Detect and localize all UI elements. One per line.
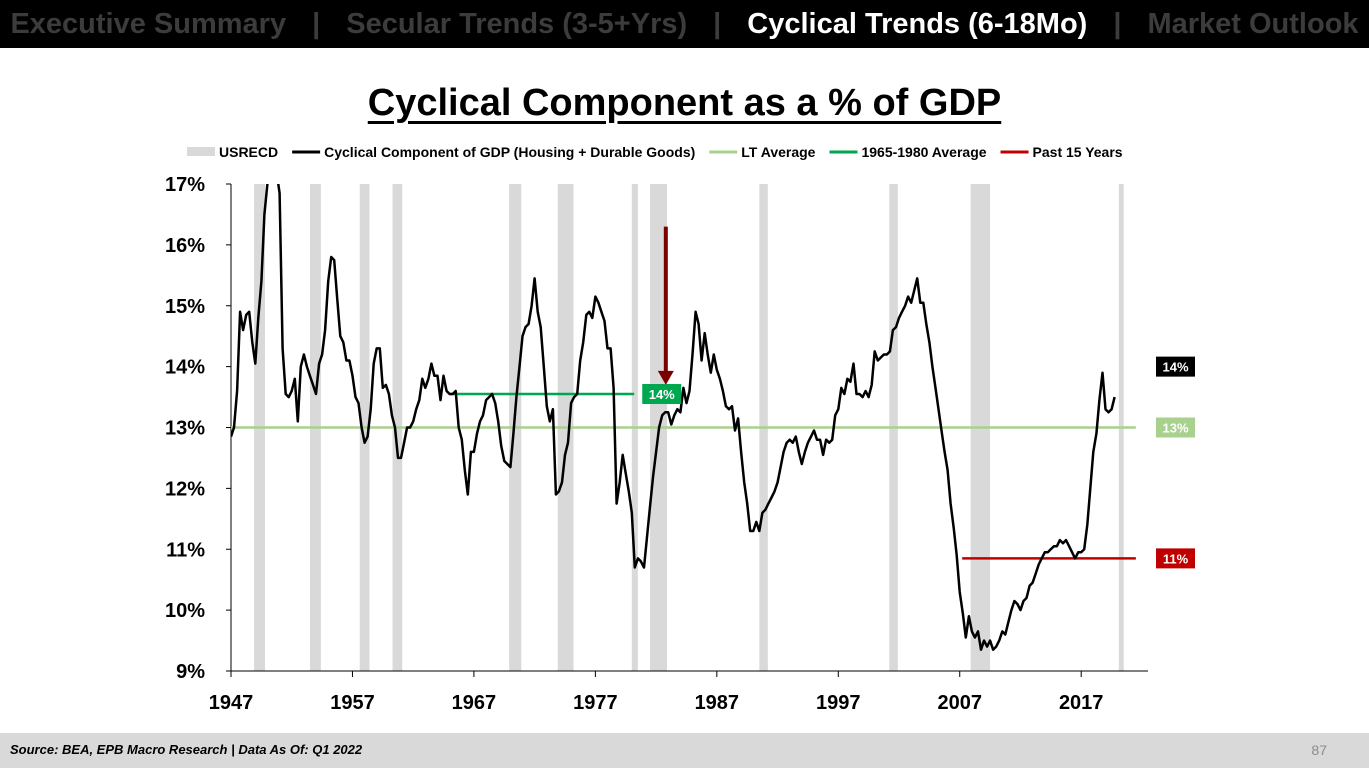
x-tick-label: 1997 — [816, 692, 861, 714]
y-tick-label: 15% — [165, 296, 205, 318]
x-tick-label: 1947 — [209, 692, 254, 714]
footer: Source: BEA, EPB Macro Research | Data A… — [0, 733, 1369, 768]
nav-tab-executive-summary[interactable]: Executive Summary — [10, 7, 287, 40]
nav-separator: | — [713, 7, 722, 40]
nav-separator: | — [312, 7, 321, 40]
nav-tab-secular-trends[interactable]: Secular Trends (3-5+Yrs) — [346, 7, 688, 40]
tag-1965-1980-average: 14% — [649, 387, 675, 402]
legend-label: Cyclical Component of GDP (Housing + Dur… — [324, 144, 695, 160]
y-tick-label: 14% — [165, 357, 205, 379]
tag-lt-average-bg — [1156, 417, 1195, 438]
footer-source: Source: BEA, EPB Macro Research | Data A… — [10, 742, 363, 757]
y-tick-label: 12% — [165, 478, 205, 500]
tag-last-value-bg — [1156, 356, 1195, 377]
tag-1965-1980-average-bg — [642, 384, 682, 405]
y-tick-label: 11% — [166, 539, 205, 561]
x-tick-label: 2017 — [1059, 692, 1104, 714]
nav-tab-market-outlook[interactable]: Market Outlook — [1147, 7, 1359, 40]
tag-past-15-years: 11% — [1163, 551, 1189, 566]
tag-lt-average: 13% — [1162, 421, 1188, 436]
x-tick-label: 1967 — [452, 692, 497, 714]
y-tick-label: 17% — [165, 174, 205, 196]
x-tick-label: 1977 — [573, 692, 618, 714]
y-tick-label: 16% — [165, 235, 205, 257]
legend-label: Past 15 Years — [1033, 144, 1123, 160]
legend-swatch — [187, 147, 215, 156]
x-tick-label: 2007 — [937, 692, 982, 714]
arrow-head-icon — [657, 370, 674, 385]
page-title-wrap: Cyclical Component as a % of GDP — [0, 82, 1369, 125]
top-nav: Executive Summary | Secular Trends (3-5+… — [0, 0, 1369, 48]
y-tick-label: 10% — [165, 600, 205, 622]
x-tick-label: 1957 — [330, 692, 375, 714]
chart: 9% 10% 11% 12% 13% 14% 15% 16% 17% 1947 1957 1967 19… — [165, 144, 1195, 714]
legend-label: 1965-1980 Average — [861, 144, 986, 160]
y-tick-label: 13% — [165, 418, 205, 440]
nav-separator: | — [1113, 7, 1122, 40]
tag-last-value: 14% — [1162, 360, 1188, 375]
nav-tab-cyclical-trends[interactable]: Cyclical Trends (6-18Mo) — [747, 7, 1088, 40]
page-number: 87 — [1311, 742, 1327, 758]
page-title: Cyclical Component as a % of GDP — [367, 82, 1002, 124]
tag-past-15-years-bg — [1156, 548, 1195, 569]
legend-label: USRECD — [219, 144, 278, 160]
y-tick-label: 9% — [176, 661, 205, 683]
series-line — [231, 184, 1116, 651]
x-tick-label: 1987 — [695, 692, 740, 714]
legend-label: LT Average — [741, 144, 815, 160]
